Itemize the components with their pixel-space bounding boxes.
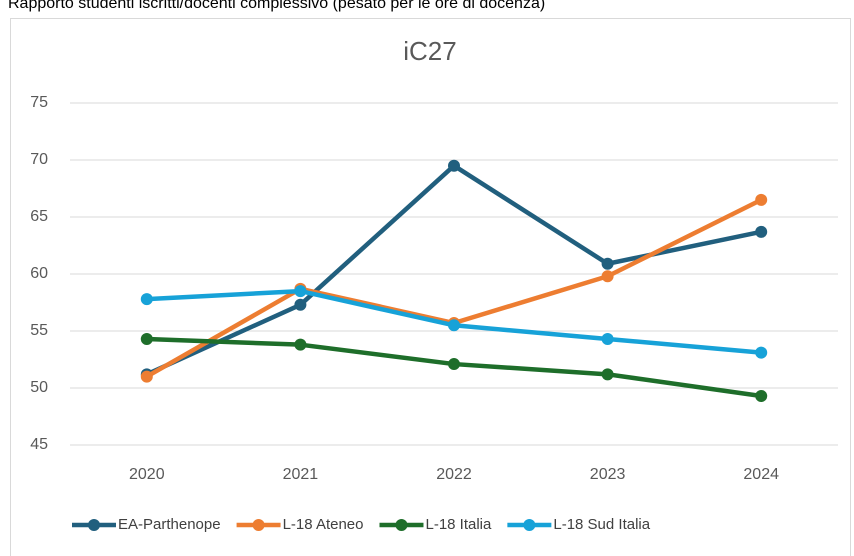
data-point bbox=[601, 332, 614, 345]
data-point bbox=[601, 270, 614, 283]
y-tick-label: 50 bbox=[30, 379, 48, 396]
chart-title: iC27 bbox=[403, 36, 456, 66]
data-point bbox=[755, 193, 768, 206]
x-tick-label: 2024 bbox=[743, 466, 779, 483]
data-point bbox=[294, 338, 307, 351]
y-tick-label: 45 bbox=[30, 436, 48, 453]
data-point bbox=[601, 368, 614, 381]
x-tick-label: 2021 bbox=[283, 466, 319, 483]
data-point bbox=[601, 257, 614, 270]
legend-marker bbox=[252, 519, 265, 531]
data-point bbox=[140, 293, 153, 306]
x-tick-label: 2020 bbox=[129, 466, 165, 483]
data-point bbox=[294, 285, 307, 298]
data-point bbox=[448, 319, 460, 332]
y-tick-label: 75 bbox=[30, 94, 48, 111]
data-point bbox=[140, 370, 153, 383]
legend-marker bbox=[88, 519, 100, 531]
data-point bbox=[448, 159, 460, 172]
data-point bbox=[755, 389, 768, 402]
y-tick-label: 55 bbox=[30, 322, 48, 339]
legend-label: EA-Parthenope bbox=[118, 516, 221, 533]
legend-marker bbox=[395, 519, 408, 531]
y-tick-label: 65 bbox=[30, 208, 48, 225]
y-tick-label: 70 bbox=[30, 151, 48, 168]
legend-marker bbox=[523, 519, 536, 531]
legend-label: L-18 Italia bbox=[425, 516, 492, 533]
data-point bbox=[140, 332, 153, 345]
legend-label: L-18 Sud Italia bbox=[553, 516, 650, 533]
data-point bbox=[294, 298, 307, 311]
x-tick-label: 2023 bbox=[590, 466, 626, 483]
data-point bbox=[755, 346, 768, 359]
legend-label: L-18 Ateneo bbox=[283, 516, 364, 533]
x-tick-label: 2022 bbox=[436, 466, 472, 483]
chart-subtitle: Rapporto studenti iscritti/docenti compl… bbox=[8, 0, 545, 12]
data-point bbox=[448, 358, 460, 371]
data-point bbox=[755, 225, 768, 238]
chart-frame bbox=[10, 18, 851, 556]
y-tick-label: 60 bbox=[30, 265, 48, 282]
